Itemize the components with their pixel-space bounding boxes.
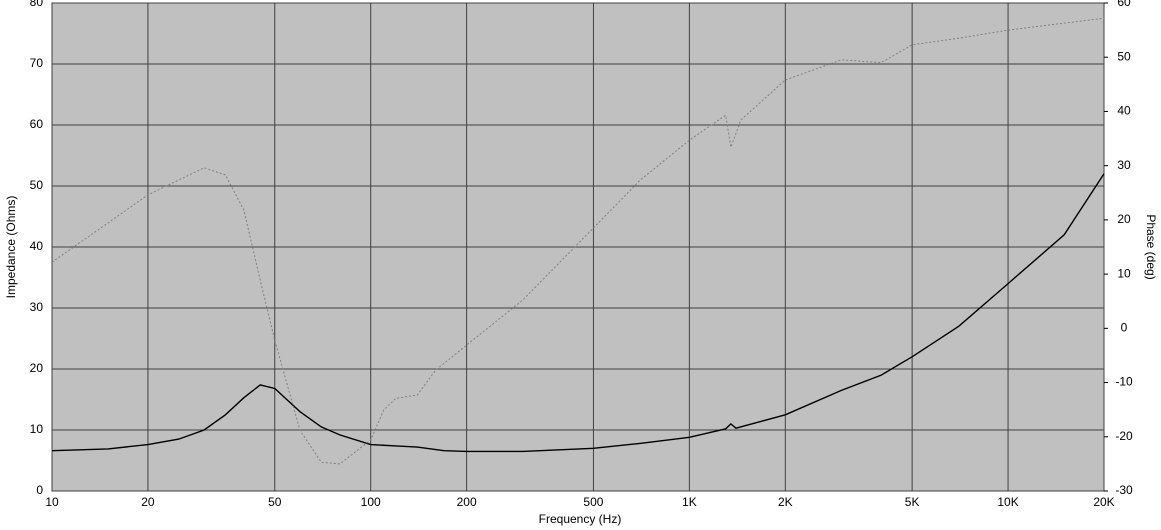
y2-tick-label: -10 xyxy=(1115,375,1133,389)
y-tick-label: 20 xyxy=(30,361,44,375)
y2-tick-label: -30 xyxy=(1115,483,1133,497)
x-tick-label: 1K xyxy=(682,495,697,509)
y2-tick-label: -20 xyxy=(1115,429,1133,443)
x-tick-label: 2K xyxy=(778,495,793,509)
y-tick-label: 40 xyxy=(30,239,44,253)
x-tick-label: 100 xyxy=(361,495,381,509)
y-tick-label: 30 xyxy=(30,300,44,314)
y-tick-label: 0 xyxy=(36,483,43,497)
x-tick-label: 200 xyxy=(457,495,477,509)
y2-tick-label: 60 xyxy=(1117,0,1131,9)
y-tick-label: 10 xyxy=(30,422,44,436)
x-tick-label: 5K xyxy=(905,495,920,509)
x-tick-label: 500 xyxy=(583,495,603,509)
y2-axis-label: Phase (deg) xyxy=(1144,214,1158,279)
y2-tick-label: 40 xyxy=(1117,104,1131,118)
y-tick-label: 80 xyxy=(30,0,44,9)
x-tick-label: 10K xyxy=(997,495,1018,509)
y2-tick-label: 0 xyxy=(1121,321,1128,335)
y2-tick-label: 50 xyxy=(1117,49,1131,63)
y2-tick-label: 20 xyxy=(1117,212,1131,226)
x-tick-label: 20 xyxy=(141,495,155,509)
x-tick-label: 10 xyxy=(45,495,59,509)
x-tick-label: 20K xyxy=(1093,495,1114,509)
x-axis-label: Frequency (Hz) xyxy=(539,512,622,526)
series-line xyxy=(51,17,1105,465)
y2-tick-label: 10 xyxy=(1117,266,1131,280)
y2-tick-label: 30 xyxy=(1117,158,1131,172)
series-line xyxy=(51,173,1105,453)
y-tick-label: 60 xyxy=(30,117,44,131)
y-tick-label: 50 xyxy=(30,178,44,192)
y-tick-label: 70 xyxy=(30,56,44,70)
y-axis-label: Impedance (Ohms) xyxy=(4,196,18,299)
x-tick-label: 50 xyxy=(268,495,282,509)
